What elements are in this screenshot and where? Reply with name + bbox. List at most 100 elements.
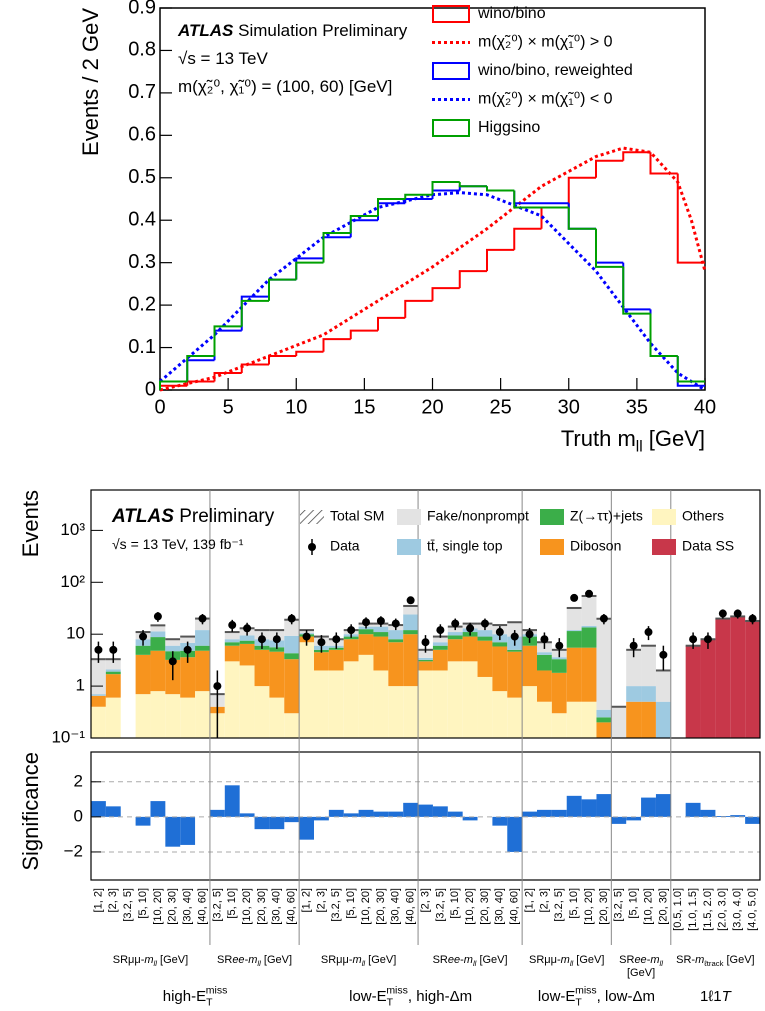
stack-segment [432,649,448,671]
data-point [644,628,653,637]
significance-bar [551,809,567,817]
significance-bar [269,816,285,830]
stack-segment [195,630,210,646]
x-tick-label: [10, 20] [241,888,253,925]
stack-segment [477,636,493,641]
data-point [376,616,385,625]
stack-segment [224,642,240,646]
text-part: m [353,954,362,966]
text-part: ll [636,439,643,456]
stack-segment [507,651,523,698]
data-point [168,657,177,666]
text-part: [GeV] [723,954,754,966]
stack-segment [91,695,106,707]
stack-segment [343,639,359,662]
histogram-step [595,228,624,268]
stack-segment [418,657,433,660]
x-tick-label: 0 [154,396,165,418]
stack-segment [581,595,597,626]
stack-segment [388,630,404,640]
significance-bar [641,797,656,817]
text-part: T [206,996,213,1008]
histogram-step [567,203,596,230]
histogram-step [513,227,542,250]
text-part: ee [232,954,244,966]
stack-segment [447,632,463,636]
histogram-step [513,190,542,209]
text-part: m [650,954,659,966]
stack-segment [432,670,448,738]
stack-segment [566,701,582,738]
legend-label: Fake/nonprompt [427,508,529,524]
stack-segment [254,686,270,738]
text-part: [GeV] [157,954,188,966]
text-part: Simulation Preliminary [233,21,407,40]
y-tick-label: 0 [145,378,156,400]
annotation: √s = 13 TeV [178,49,268,68]
legend-swatch [652,509,676,525]
x-tick-label: [20, 30] [256,888,268,925]
group-label: SR-mℓtrack [GeV] [676,954,754,968]
text-part: m [695,954,704,966]
stack-segment [343,661,359,738]
significance-bar [655,794,671,817]
data-point [510,632,519,641]
stack-segment [596,709,612,718]
x-tick-label: [20, 30] [375,888,387,925]
stack-segment [165,694,181,738]
legend-label: m(χ̃₂⁰) × m(χ̃₁⁰) > 0 [478,34,613,51]
y-tick-label: 0.5 [128,166,156,188]
data-point [287,614,296,623]
x-tick-label: [3.2, 5] [434,888,446,922]
legend-label: Z(→ττ)+jets [570,508,643,524]
stack-segment [477,640,493,677]
data-point [525,630,534,639]
significance-bar [328,809,344,817]
legend-swatch [300,510,324,524]
text-part: SRμμ- [529,954,561,966]
x-tick-label: [5, 10] [137,888,149,919]
legend-swatch [397,509,421,525]
text-part: ll [473,959,477,968]
stack-segment [373,626,389,633]
region-label: 1ℓ1T [700,988,733,1005]
legend-label: wino/bino, reweighted [477,62,633,79]
data-point [480,619,489,628]
x-tick-label: [1.5, 2.0] [702,888,714,931]
stack-segment [239,640,255,644]
stack-segment [358,634,374,655]
x-tick-label: [10, 20] [642,888,654,925]
stack-segment [150,625,166,632]
histogram-step [513,190,542,205]
text-part: Preliminary [174,506,275,527]
stack-segment [641,701,656,738]
significance-bar [224,785,240,817]
data-point [228,621,237,630]
histogram-step [240,299,269,327]
region-label: high-ETmiss [163,984,228,1008]
x-tick-label: [3.2, 5] [613,888,625,922]
stack-segment [328,649,344,671]
histogram-step [676,173,705,264]
text-part: T [387,996,394,1008]
stack-segment [195,691,210,738]
text-part: - [245,954,249,966]
x-axis-label: Truth mll [GeV] [561,426,705,456]
text-part: [GeV] [643,426,705,451]
significance-bar [537,809,552,817]
significance-bar [388,811,404,817]
y-tick-label: 0.3 [128,251,156,273]
text-part: m [248,954,257,966]
stack-segment [581,627,597,648]
histogram-step [622,151,651,161]
histogram-step [377,316,406,331]
stack-segment [150,691,166,738]
stack-segment [105,697,121,738]
legend-label: Others [682,508,724,524]
stack-segment [224,632,240,640]
text-part: ll [362,959,366,968]
histogram-step [268,278,297,301]
data-point [362,618,371,627]
stack-segment [224,645,240,662]
